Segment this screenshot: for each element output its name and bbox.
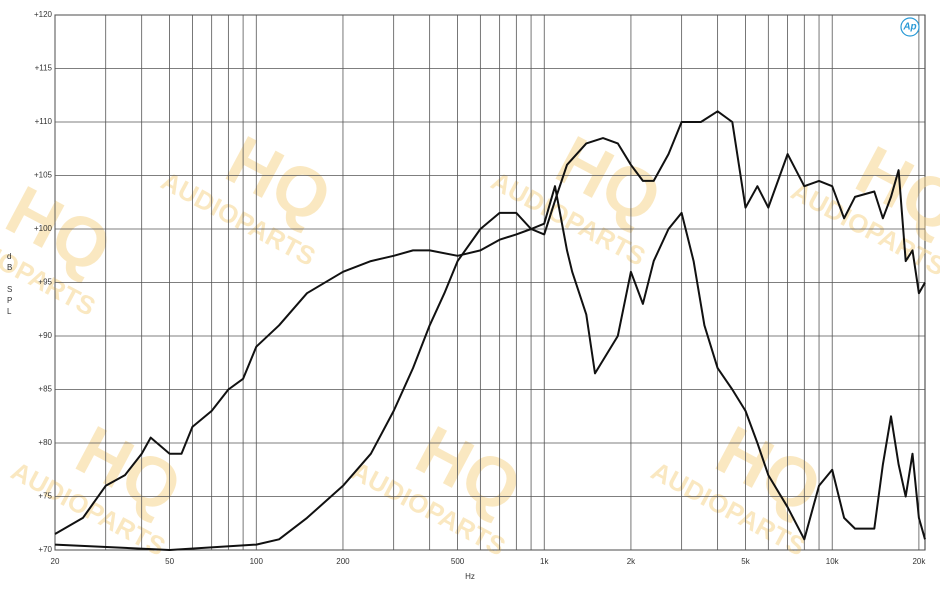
x-tick-label: 50 <box>165 557 174 566</box>
y-label-char <box>7 274 9 283</box>
y-tick-label: +90 <box>38 331 52 340</box>
y-tick-label: +80 <box>38 438 52 447</box>
y-tick-label: +70 <box>38 545 52 554</box>
x-tick-label: 20k <box>912 557 926 566</box>
y-tick-label: +110 <box>35 117 53 126</box>
lines <box>54 110 926 551</box>
y-label-char: P <box>7 296 12 305</box>
x-tick-label: 1k <box>540 557 549 566</box>
x-axis-label: Hz <box>465 572 475 581</box>
x-tick-label: 10k <box>826 557 840 566</box>
y-tick-label: +85 <box>38 385 52 394</box>
y-tick-label: +95 <box>38 278 52 287</box>
y-tick-label: +115 <box>35 64 53 73</box>
logo-ring <box>900 17 920 37</box>
x-tick-label: 2k <box>627 557 636 566</box>
y-tick-label: +100 <box>34 224 53 233</box>
x-tick-label: 200 <box>336 557 350 566</box>
x-tick-label: 100 <box>250 557 264 566</box>
y-label-char: B <box>7 263 12 272</box>
y-tick-label: +105 <box>34 171 53 180</box>
y-label-char: L <box>7 307 12 316</box>
logo: Ap <box>902 22 916 33</box>
y-label-char: S <box>7 285 12 294</box>
response-line <box>54 110 926 551</box>
y-tick-label: +120 <box>34 10 53 19</box>
x-tick-label: 500 <box>451 557 465 566</box>
x-tick-label: 20 <box>51 557 60 566</box>
response-line <box>54 185 926 541</box>
grid: +70 +75 +80 +85 +90 +95 +100 +105 +110 +115 +120 20… <box>34 10 926 566</box>
x-tick-label: 5k <box>741 557 750 566</box>
y-label-char: d <box>7 252 11 261</box>
y-tick-label: +75 <box>38 492 52 501</box>
